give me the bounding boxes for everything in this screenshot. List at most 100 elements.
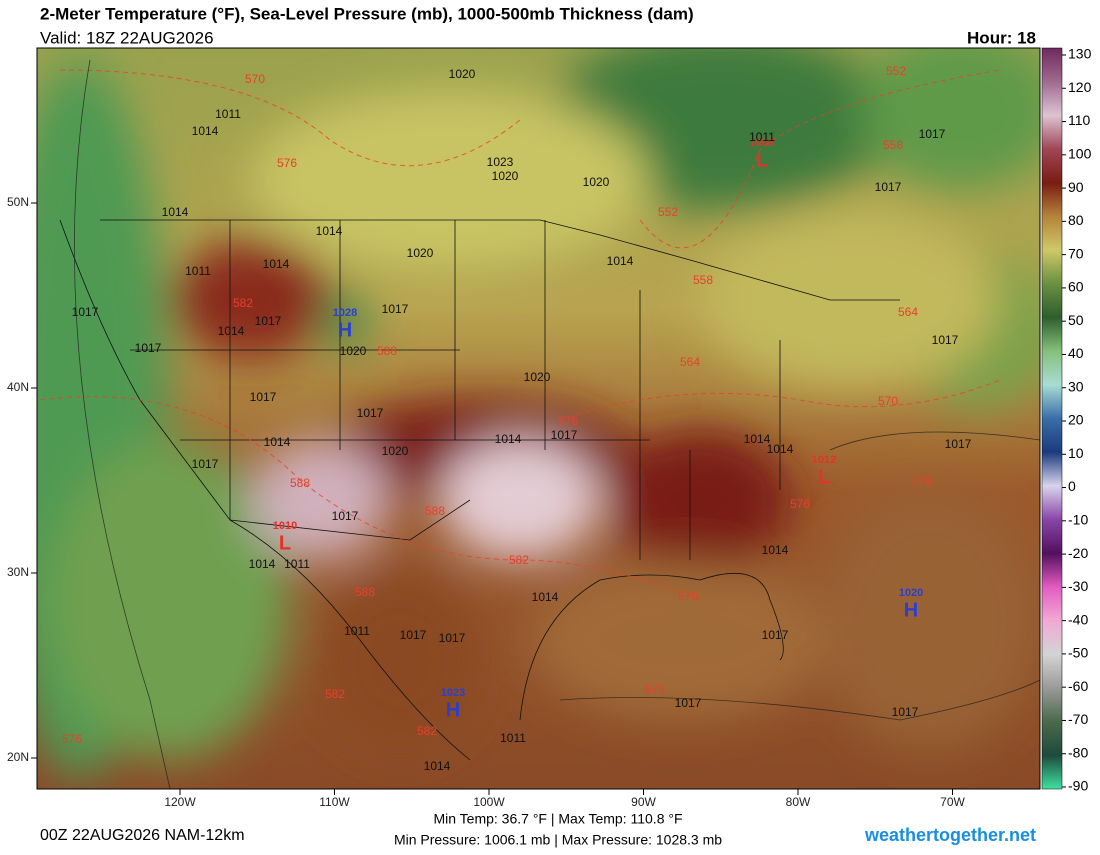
thickness-label: 582 — [233, 296, 253, 310]
isobar-label: 1020 — [524, 370, 551, 384]
isobar-label: 1014 — [249, 557, 276, 571]
thickness-label: 576 — [277, 156, 297, 170]
thickness-label: 564 — [680, 355, 700, 369]
colorbar — [1041, 47, 1063, 790]
isobar-label: 1014 — [762, 543, 789, 557]
lat-label: 20N — [7, 750, 29, 764]
lat-label: 40N — [7, 380, 29, 394]
colorbar-label: 60 — [1068, 279, 1084, 295]
isobar-label: 1014 — [495, 432, 522, 446]
colorbar-label: 30 — [1068, 378, 1084, 394]
colorbar-label: -90 — [1068, 778, 1088, 794]
isobar-label: 1020 — [407, 246, 434, 260]
colorbar-label: -70 — [1068, 711, 1088, 727]
isobar-label: 1017 — [762, 628, 789, 642]
isobar-label: 1017 — [675, 696, 702, 710]
isobar-label: 1017 — [357, 406, 384, 420]
center-letter: L — [818, 466, 830, 488]
pressure-range: Min Pressure: 1006.1 mb | Max Pressure: … — [394, 832, 722, 848]
thickness-label: 576 — [790, 497, 810, 511]
thickness-label: 552 — [658, 205, 678, 219]
isobar-label: 1020 — [382, 444, 409, 458]
thickness-label: 576 — [558, 414, 578, 428]
center-letter: L — [279, 532, 291, 554]
thickness-label: 570 — [878, 394, 898, 408]
isobar-label: 1011 — [185, 264, 211, 278]
thickness-label: 588 — [290, 476, 310, 490]
isobar-label: 1011 — [500, 731, 526, 745]
colorbar-label: 20 — [1068, 412, 1084, 428]
lat-label: 50N — [7, 195, 29, 209]
colorbar-label: -60 — [1068, 678, 1088, 694]
colorbar-label: 50 — [1068, 312, 1084, 328]
isobar-label: 1020 — [449, 67, 476, 81]
isobar-label: 1014 — [218, 324, 245, 338]
colorbar-label: -40 — [1068, 611, 1088, 627]
thickness-label: 576 — [62, 732, 82, 746]
center-pressure: 1020 — [899, 587, 923, 599]
isobar-label: 1017 — [192, 457, 219, 471]
isobar-label: 1011 — [749, 130, 775, 144]
lon-label: 90W — [631, 795, 656, 809]
isobar-label: 1017 — [332, 509, 359, 523]
thickness-label: 582 — [325, 687, 345, 701]
center-letter: L — [756, 149, 768, 171]
isobar-label: 1011 — [344, 624, 370, 638]
thickness-label: 558 — [693, 273, 713, 287]
isobar-label: 1017 — [551, 428, 578, 442]
colorbar-label: 90 — [1068, 179, 1084, 195]
thickness-label: 588 — [425, 504, 445, 518]
isobar-label: 1011 — [215, 107, 241, 121]
isobar-label: 1014 — [424, 759, 451, 773]
lat-label: 30N — [7, 565, 29, 579]
isobar-label: 1011 — [284, 557, 310, 571]
isobar-label: 1017 — [932, 333, 959, 347]
thickness-label: 558 — [883, 138, 903, 152]
isobar-label: 1017 — [255, 314, 282, 328]
colorbar-label: -50 — [1068, 645, 1088, 661]
colorbar-label: -20 — [1068, 545, 1088, 561]
map-frame — [36, 47, 1041, 790]
isobar-label: 1017 — [400, 628, 427, 642]
isobar-label: 1017 — [382, 302, 409, 316]
colorbar-label: 70 — [1068, 245, 1084, 261]
isobar-label: 1017 — [875, 180, 902, 194]
thickness-label: 576 — [678, 589, 698, 603]
isobar-label: 1014 — [532, 590, 559, 604]
center-letter: H — [904, 599, 918, 621]
isobar-label: 1014 — [264, 435, 291, 449]
lon-label: 100W — [473, 795, 505, 809]
thickness-label: 582 — [509, 553, 529, 567]
colorbar-label: 110 — [1068, 112, 1091, 128]
center-pressure: 1023 — [441, 687, 465, 699]
forecast-hour: Hour: 18 — [967, 28, 1036, 47]
title: 2-Meter Temperature (°F), Sea-Level Pres… — [40, 4, 694, 23]
isobar-label: 1014 — [607, 254, 634, 268]
isobar-label: 1020 — [492, 169, 519, 183]
isobar-label: 1020 — [340, 344, 367, 358]
isobar-label: 1014 — [263, 257, 290, 271]
thickness-label: 588 — [377, 344, 397, 358]
valid-time: Valid: 18Z 22AUG2026 — [40, 28, 214, 47]
colorbar-label: -80 — [1068, 744, 1088, 760]
colorbar-label: -10 — [1068, 512, 1088, 528]
isobar-label: 1014 — [162, 205, 189, 219]
isobar-label: 1014 — [744, 432, 771, 446]
isobar-label: 1017 — [919, 127, 946, 141]
site-credit: weathertogether.net — [864, 825, 1036, 845]
model-run: 00Z 22AUG2026 NAM-12km — [40, 827, 245, 844]
thickness-label: 570 — [245, 72, 265, 86]
isobar-label: 1020 — [583, 175, 610, 189]
thickness-label: 564 — [898, 305, 918, 319]
isobar-label: 1017 — [892, 705, 919, 719]
map: 1028H1020H1023H1008L1012L1010L1011101410… — [37, 48, 1040, 789]
isobar-label: 1014 — [316, 224, 343, 238]
thickness-label: 576 — [912, 474, 932, 488]
isobar-label: 1014 — [192, 124, 219, 138]
center-letter: H — [446, 699, 460, 721]
lon-label: 110W — [319, 795, 350, 809]
thickness-label: 576 — [645, 682, 665, 696]
lon-label: 70W — [940, 795, 965, 809]
isobar-label: 1017 — [135, 341, 162, 355]
